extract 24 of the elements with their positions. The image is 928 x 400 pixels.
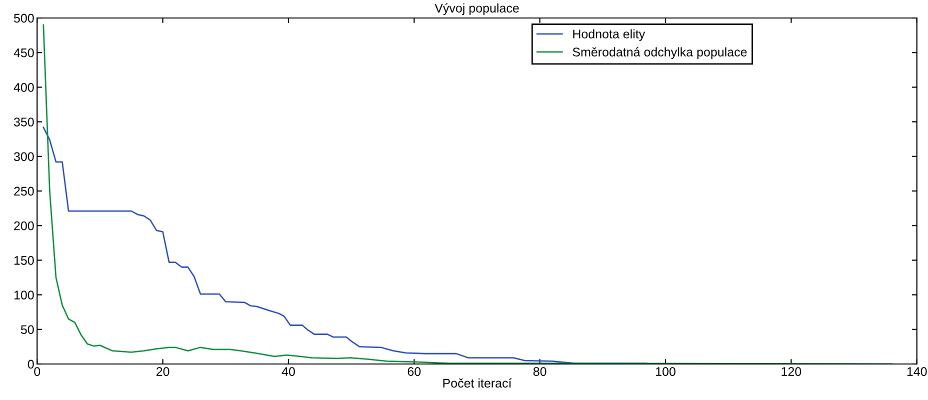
y-tick-label: 500	[14, 14, 34, 23]
x-tick-label: 120	[782, 367, 802, 376]
x-tick-label: 80	[533, 367, 546, 376]
y-tick-label: 150	[14, 256, 34, 265]
y-tick-label: 100	[14, 290, 34, 300]
x-tick-label: 40	[282, 367, 295, 376]
legend-label: Směrodatná odchylka populace	[572, 47, 747, 59]
y-tick-label: 400	[14, 83, 34, 92]
x-tick-label: 140	[907, 367, 927, 376]
y-tick-label: 50	[20, 325, 34, 334]
x-tick-label: 60	[408, 367, 421, 376]
x-tick-label: 0	[34, 367, 40, 376]
y-tick-label: 300	[14, 152, 34, 162]
y-tick-label: 250	[14, 186, 34, 196]
legend-label: Hodnota elity	[573, 29, 646, 41]
x-tick-label: 20	[156, 367, 170, 376]
line-series	[42, 126, 648, 364]
y-tick-label: 0	[28, 360, 34, 369]
y-tick-label: 200	[14, 221, 34, 230]
x-tick-label: 100	[656, 367, 676, 376]
y-tick-label: 450	[14, 48, 34, 58]
x-axis-title: Počet iterací	[443, 378, 512, 388]
y-tick-label: 350	[14, 118, 34, 126]
chart-title: Vývoj populace	[434, 3, 519, 16]
